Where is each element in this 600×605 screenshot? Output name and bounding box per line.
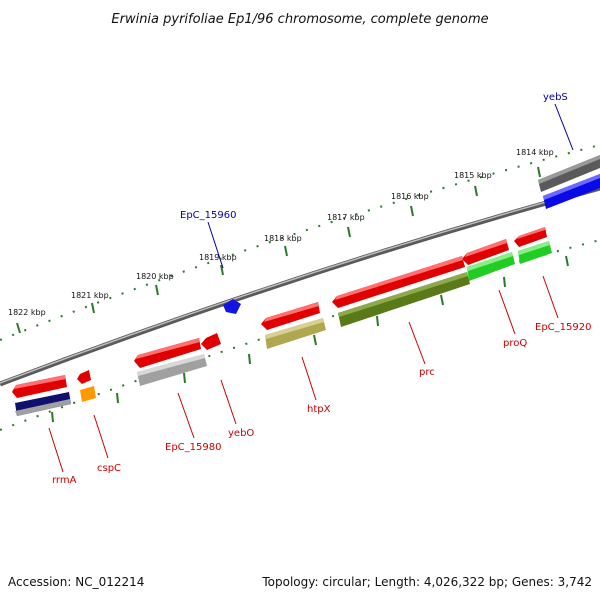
gene-arrow-EpC_15960[interactable] <box>223 299 241 314</box>
leader-cspC <box>93 414 109 459</box>
genome-backbone-highlight <box>0 186 600 384</box>
leader-EpC_15960 <box>207 221 224 269</box>
lower-scale-major-ticks <box>51 255 569 423</box>
leader-EpC_15980 <box>177 392 195 439</box>
leader-rrmA <box>48 427 64 473</box>
leader-htpX <box>301 356 317 401</box>
gene-label-yebS[interactable]: yebS <box>543 92 568 103</box>
forward-strand-genes <box>223 155 600 314</box>
gene-arrow-cspC[interactable] <box>77 370 91 384</box>
upper-scale-labels: 1822 kbp 1821 kbp 1820 kbp 1819 kbp 1818… <box>8 148 554 317</box>
leader-proQ <box>498 289 516 335</box>
tick-1819 <box>220 264 224 276</box>
kbp-label-1822: 1822 kbp <box>8 308 46 317</box>
tick-1818 <box>284 245 288 257</box>
kbp-label-1819: 1819 kbp <box>199 253 237 262</box>
leader-prc <box>408 321 426 365</box>
map-title: Erwinia pyrifoliae Ep1/96 chromosome, co… <box>111 12 488 27</box>
tick-1816 <box>410 205 414 217</box>
gene-label-proQ[interactable]: proQ <box>503 338 527 349</box>
genome-backbone <box>0 185 600 387</box>
gene-label-EpC_15920[interactable]: EpC_15920 <box>535 322 591 333</box>
gene-bar-cspC[interactable] <box>80 386 96 402</box>
gene-label-prc[interactable]: prc <box>419 367 435 378</box>
leader-yebO <box>220 379 237 425</box>
tick-1814 <box>537 166 541 178</box>
label-leader-lines <box>48 103 574 473</box>
upper-scale-major-ticks <box>16 166 541 334</box>
footer-accession: Accession: NC_012214 <box>8 575 144 589</box>
leader-yebS <box>554 103 574 151</box>
kbp-label-1814: 1814 kbp <box>516 148 554 157</box>
kbp-label-1818: 1818 kbp <box>264 234 302 243</box>
tick-1820 <box>155 284 159 296</box>
tick-1822 <box>16 322 21 334</box>
gene-label-EpC_15980[interactable]: EpC_15980 <box>165 442 221 453</box>
reverse-strand-genes <box>12 174 600 416</box>
tick-1821 <box>91 302 95 314</box>
gene-label-yebO[interactable]: yebO <box>228 428 254 439</box>
tick-1817 <box>347 226 351 238</box>
gene-labels: yebS EpC_15960 EpC_15920 proQ prc htpX y… <box>52 92 591 486</box>
gene-label-rrmA[interactable]: rrmA <box>52 475 77 486</box>
tick-1815 <box>474 185 478 197</box>
kbp-label-1817: 1817 kbp <box>327 213 365 222</box>
gene-label-htpX[interactable]: htpX <box>307 404 331 415</box>
kbp-label-1816: 1816 kbp <box>391 192 429 201</box>
gene-label-EpC_15960[interactable]: EpC_15960 <box>180 210 236 221</box>
kbp-label-1815: 1815 kbp <box>454 171 492 180</box>
kbp-label-1821: 1821 kbp <box>71 291 109 300</box>
gene-arrow-yebO[interactable] <box>201 333 221 350</box>
leader-EpC_15920 <box>542 275 559 319</box>
gene-label-cspC[interactable]: cspC <box>97 463 121 474</box>
footer-topology: Topology: circular; Length: 4,026,322 bp… <box>261 575 592 589</box>
kbp-label-1820: 1820 kbp <box>136 272 174 281</box>
